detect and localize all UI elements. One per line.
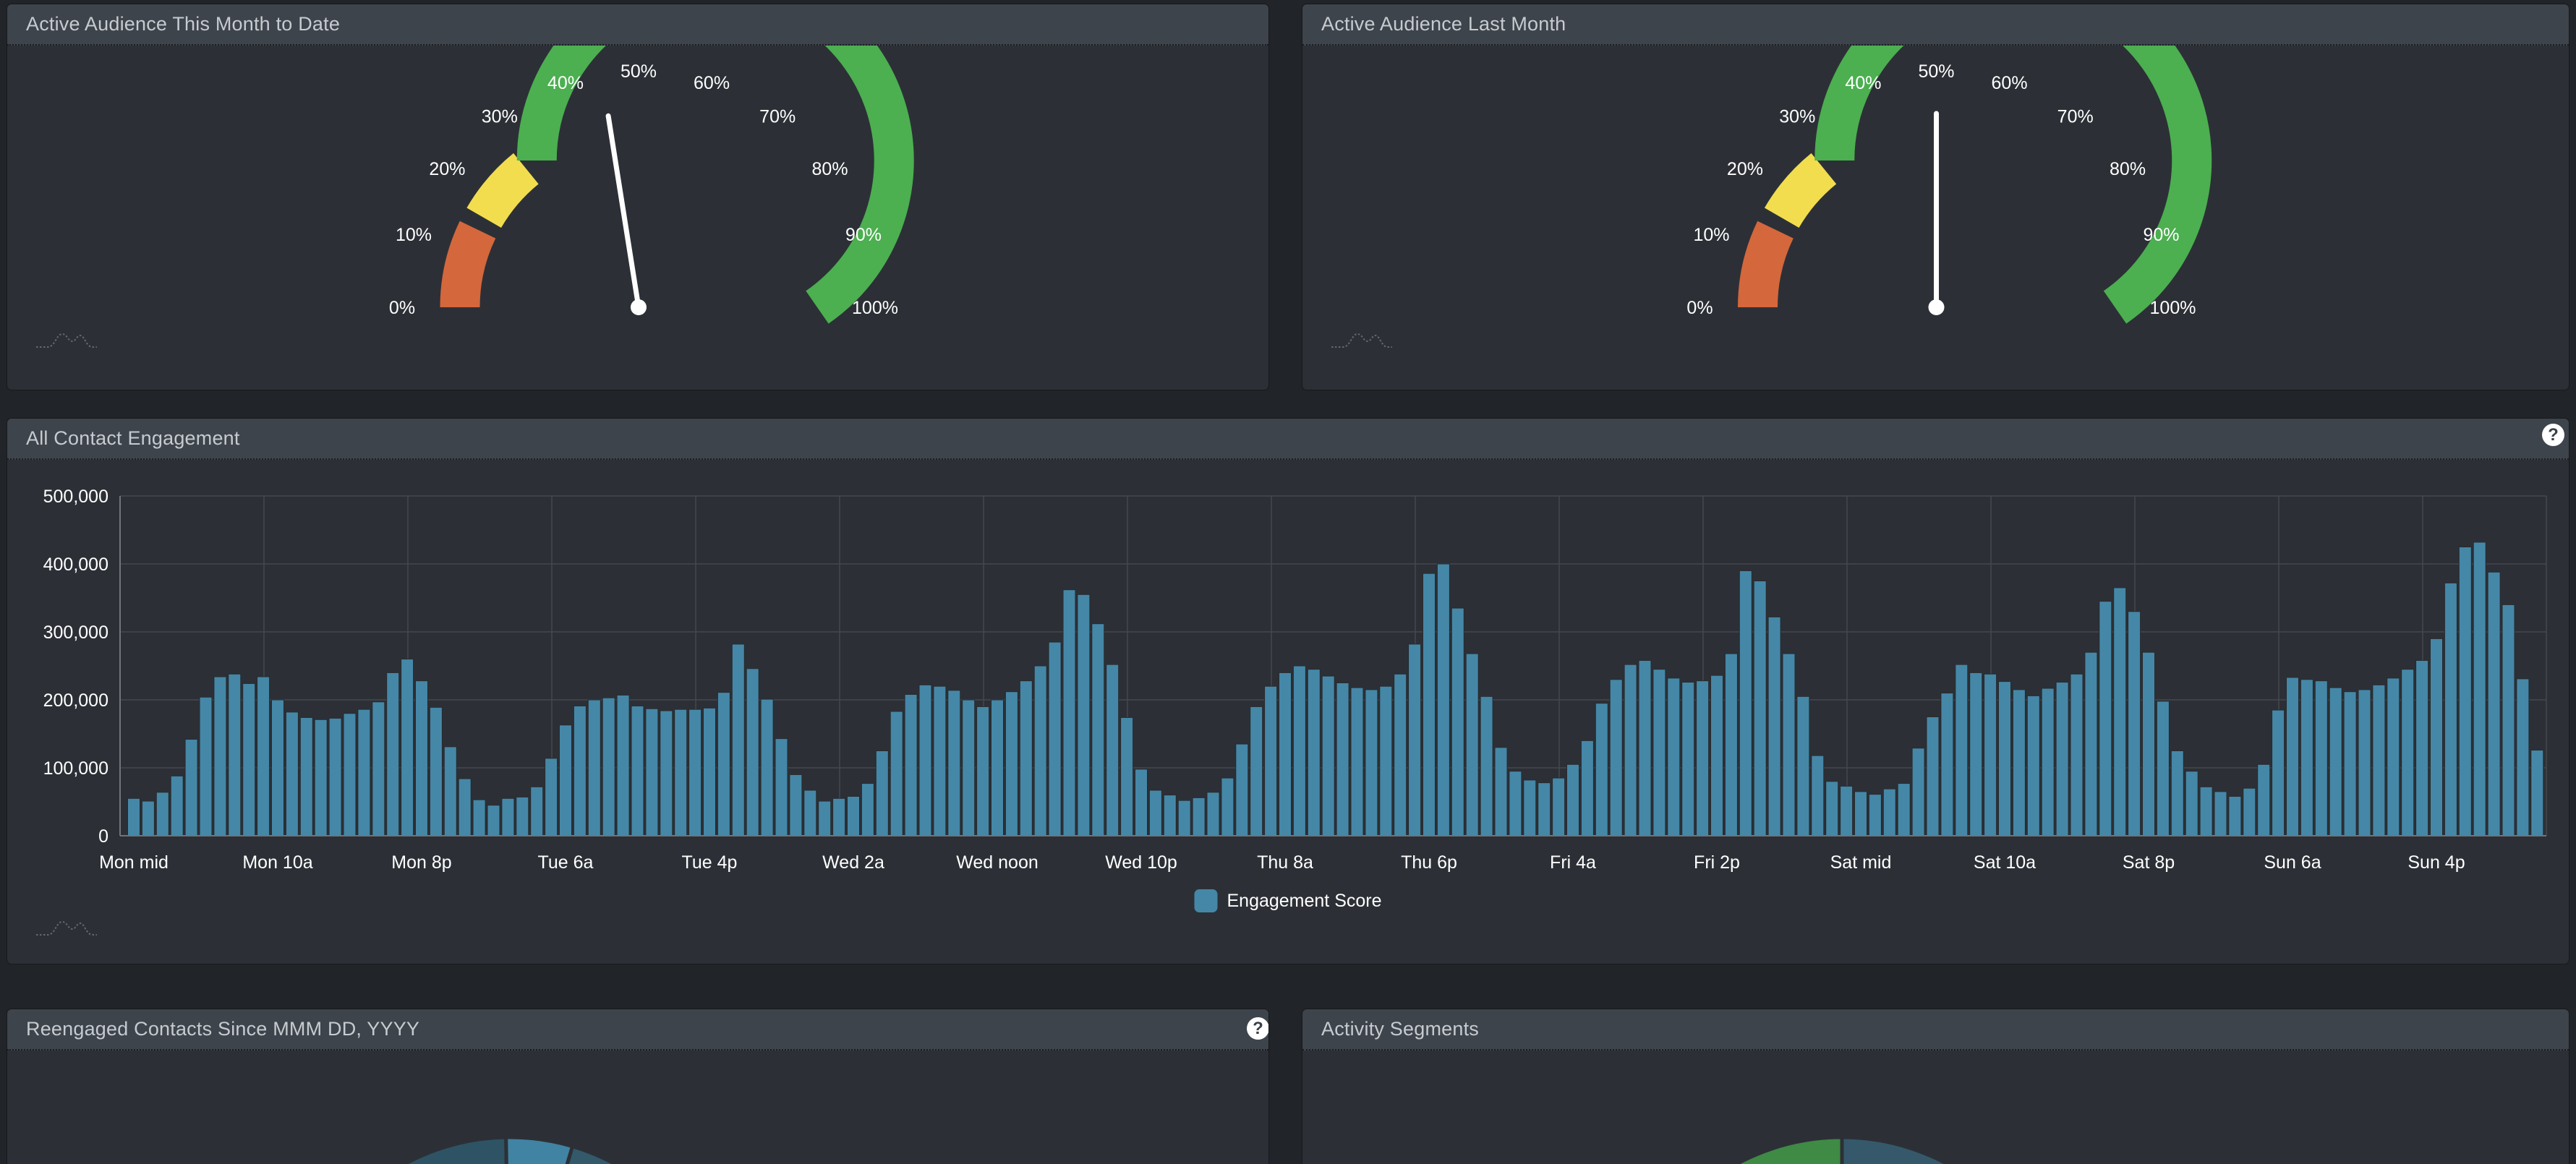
svg-text:70%: 70% xyxy=(759,106,796,127)
svg-text:Thu 8a: Thu 8a xyxy=(1257,852,1313,873)
svg-text:Sat 8p: Sat 8p xyxy=(2123,852,2175,873)
legend-engagement-score[interactable]: Engagement Score xyxy=(1194,889,1381,912)
svg-text:Tue 4p: Tue 4p xyxy=(682,852,738,873)
svg-text:60%: 60% xyxy=(1992,73,2028,93)
panel-header: Active Audience This Month to Date xyxy=(7,4,1268,46)
panel-activity-segments: Activity Segments xyxy=(1302,1009,2569,1164)
svg-text:Tue 6a: Tue 6a xyxy=(538,852,594,873)
svg-text:40%: 40% xyxy=(547,73,584,93)
svg-text:100%: 100% xyxy=(852,298,898,318)
panel-header: Active Audience Last Month xyxy=(1302,4,2569,46)
legend-swatch xyxy=(1194,889,1217,912)
svg-text:60%: 60% xyxy=(694,73,730,93)
svg-text:30%: 30% xyxy=(1779,106,1815,127)
svg-text:Sat 10a: Sat 10a xyxy=(1974,852,2036,873)
svg-text:Fri 4a: Fri 4a xyxy=(1550,852,1596,873)
help-icon[interactable]: ? xyxy=(1247,1017,1269,1040)
svg-text:200,000: 200,000 xyxy=(43,690,108,711)
gauge-chart-last-month[interactable]: 0% 10% 20% 30% 40% 50% 60% 70% 80% 90% 100% xyxy=(1302,46,2569,390)
panel-header: Activity Segments xyxy=(1302,1009,2569,1050)
panel-header: All Contact Engagement xyxy=(7,419,2569,460)
dashboard-page: { "panels": { "active_audience_mtd": { "… xyxy=(0,0,2576,1164)
svg-text:70%: 70% xyxy=(2057,106,2094,127)
panel-all-contact-engagement: All Contact Engagement ? 0 100,000 200,000… xyxy=(7,418,2569,964)
svg-text:80%: 80% xyxy=(812,159,848,179)
svg-text:500,000: 500,000 xyxy=(43,487,108,507)
svg-text:20%: 20% xyxy=(429,159,465,179)
svg-text:20%: 20% xyxy=(1727,159,1763,179)
svg-text:100%: 100% xyxy=(2150,298,2196,318)
svg-text:90%: 90% xyxy=(2143,225,2179,245)
svg-text:Thu 6p: Thu 6p xyxy=(1401,852,1457,873)
svg-text:Wed 10p: Wed 10p xyxy=(1105,852,1177,873)
panel-title: All Contact Engagement xyxy=(26,427,240,450)
legend-label: Engagement Score xyxy=(1227,891,1381,912)
sparkline-watermark-icon xyxy=(33,329,100,351)
help-icon[interactable]: ? xyxy=(2542,424,2564,446)
svg-text:90%: 90% xyxy=(845,225,882,245)
svg-text:30%: 30% xyxy=(482,106,518,127)
svg-text:Wed noon: Wed noon xyxy=(956,852,1038,873)
svg-text:Mon 10a: Mon 10a xyxy=(242,852,312,873)
svg-text:Sun 6a: Sun 6a xyxy=(2264,852,2321,873)
svg-text:Mon 8p: Mon 8p xyxy=(391,852,451,873)
svg-text:10%: 10% xyxy=(396,225,432,245)
panel-title: Active Audience This Month to Date xyxy=(26,13,340,35)
svg-text:10%: 10% xyxy=(1693,225,1729,245)
panel-title: Active Audience Last Month xyxy=(1321,13,1566,35)
sparkline-watermark-icon xyxy=(1328,329,1395,351)
panel-title: Activity Segments xyxy=(1321,1018,1479,1040)
svg-text:Wed 2a: Wed 2a xyxy=(822,852,884,873)
svg-text:50%: 50% xyxy=(620,61,657,82)
svg-text:300,000: 300,000 xyxy=(43,622,108,643)
panel-active-audience-mtd: Active Audience This Month to Date 0% 10%… xyxy=(7,4,1269,390)
panel-active-audience-last-month: Active Audience Last Month 0% 10% 20% 30% 40… xyxy=(1302,4,2569,390)
svg-text:80%: 80% xyxy=(2110,159,2146,179)
engagement-bar-chart[interactable]: 0 100,000 200,000 300,000 400,000 500,000 Mon … xyxy=(7,460,2569,964)
svg-text:40%: 40% xyxy=(1845,73,1881,93)
svg-text:50%: 50% xyxy=(1918,61,1954,82)
panel-reengaged-contacts: Reengaged Contacts Since MMM DD, YYYY ? xyxy=(7,1009,1269,1164)
segments-pie-chart[interactable] xyxy=(1302,1050,2569,1164)
sparkline-watermark-icon xyxy=(33,917,100,938)
svg-text:0: 0 xyxy=(98,826,108,847)
panel-title: Reengaged Contacts Since MMM DD, YYYY xyxy=(26,1018,419,1040)
svg-text:400,000: 400,000 xyxy=(43,555,108,575)
gauge-chart-mtd[interactable]: 0% 10% 20% 30% 40% 50% 60% 70% 80% 90% 100% xyxy=(7,46,1269,390)
svg-text:Sun 4p: Sun 4p xyxy=(2407,852,2465,873)
panel-header: Reengaged Contacts Since MMM DD, YYYY xyxy=(7,1009,1268,1050)
svg-text:Sat mid: Sat mid xyxy=(1830,852,1892,873)
svg-text:0%: 0% xyxy=(389,298,415,318)
svg-text:100,000: 100,000 xyxy=(43,758,108,779)
svg-text:Mon mid: Mon mid xyxy=(99,852,169,873)
svg-text:0%: 0% xyxy=(1686,298,1713,318)
reengaged-pie-chart[interactable] xyxy=(7,1050,1269,1164)
svg-text:Fri 2p: Fri 2p xyxy=(1694,852,1740,873)
